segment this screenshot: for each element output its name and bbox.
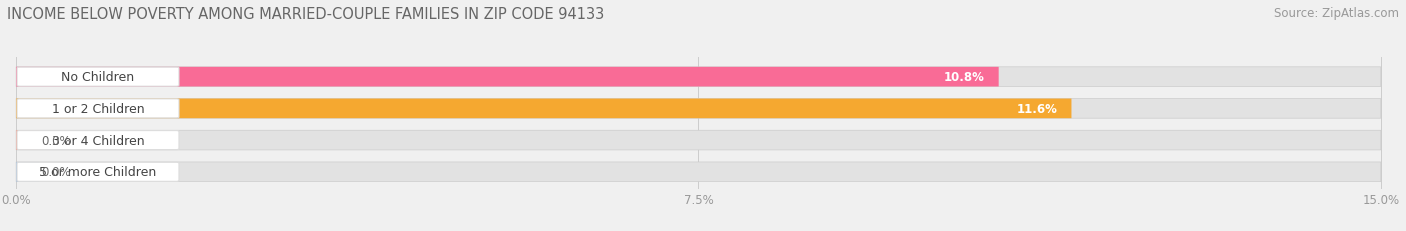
Text: 10.8%: 10.8% [945,71,986,84]
FancyBboxPatch shape [15,162,39,182]
FancyBboxPatch shape [17,99,179,118]
FancyBboxPatch shape [17,163,179,182]
Text: 5 or more Children: 5 or more Children [39,166,156,179]
Text: 3 or 4 Children: 3 or 4 Children [52,134,145,147]
Text: 11.6%: 11.6% [1017,102,1057,115]
FancyBboxPatch shape [15,99,1071,119]
FancyBboxPatch shape [15,67,1381,87]
FancyBboxPatch shape [15,131,1381,150]
FancyBboxPatch shape [15,67,998,87]
FancyBboxPatch shape [15,99,1381,119]
Text: 0.0%: 0.0% [42,166,72,179]
FancyBboxPatch shape [15,162,1381,182]
FancyBboxPatch shape [17,131,179,150]
Text: No Children: No Children [62,71,135,84]
Text: 0.0%: 0.0% [42,134,72,147]
Text: 1 or 2 Children: 1 or 2 Children [52,102,145,115]
FancyBboxPatch shape [17,68,179,87]
Text: Source: ZipAtlas.com: Source: ZipAtlas.com [1274,7,1399,20]
Text: INCOME BELOW POVERTY AMONG MARRIED-COUPLE FAMILIES IN ZIP CODE 94133: INCOME BELOW POVERTY AMONG MARRIED-COUPL… [7,7,605,22]
FancyBboxPatch shape [15,131,39,150]
